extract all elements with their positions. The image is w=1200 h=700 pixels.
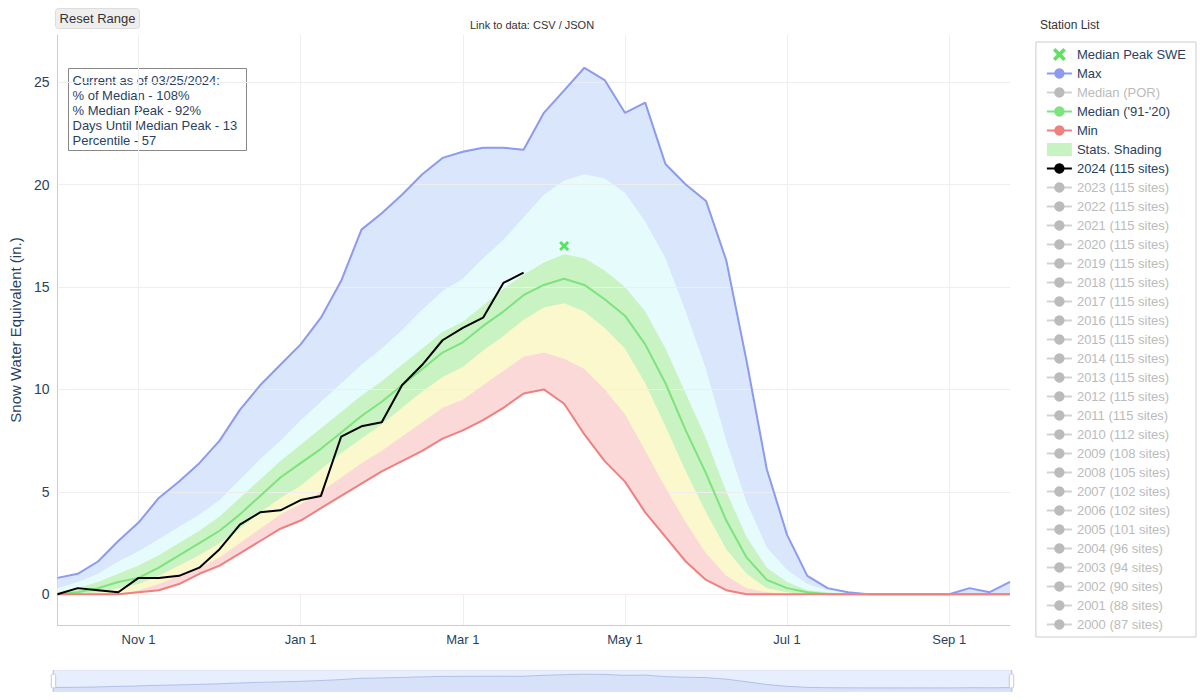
svg-text:Min: Min — [1077, 123, 1098, 138]
svg-text:2015 (115 sites): 2015 (115 sites) — [1077, 332, 1169, 347]
svg-text:2009 (108 sites): 2009 (108 sites) — [1077, 446, 1170, 461]
svg-text:5: 5 — [42, 484, 50, 500]
svg-text:2013 (115 sites): 2013 (115 sites) — [1077, 370, 1169, 385]
svg-text:15: 15 — [34, 279, 50, 295]
svg-text:Station List: Station List — [1040, 18, 1100, 32]
svg-text:Median (POR): Median (POR) — [1077, 85, 1160, 100]
svg-text:2011 (115 sites): 2011 (115 sites) — [1077, 408, 1168, 423]
svg-text:Percentile - 57: Percentile - 57 — [73, 133, 157, 148]
svg-text:Days Until Median Peak - 13: Days Until Median Peak - 13 — [73, 118, 238, 133]
svg-text:Current as of 03/25/2024:: Current as of 03/25/2024: — [73, 73, 220, 88]
svg-text:2020 (115 sites): 2020 (115 sites) — [1077, 237, 1169, 252]
svg-text:25: 25 — [34, 74, 50, 90]
svg-text:2012 (115 sites): 2012 (115 sites) — [1077, 389, 1169, 404]
svg-text:2002 (90 sites): 2002 (90 sites) — [1077, 579, 1163, 594]
svg-text:2007 (102 sites): 2007 (102 sites) — [1077, 484, 1170, 499]
svg-text:2024 (115 sites): 2024 (115 sites) — [1077, 161, 1169, 176]
svg-text:2010 (112 sites): 2010 (112 sites) — [1077, 427, 1169, 442]
svg-text:Max: Max — [1077, 66, 1102, 81]
svg-text:2005 (101 sites): 2005 (101 sites) — [1077, 522, 1170, 537]
svg-text:% Median Peak - 92%: % Median Peak - 92% — [73, 103, 202, 118]
svg-text:2014 (115 sites): 2014 (115 sites) — [1077, 351, 1169, 366]
svg-text:Median ('91-'20): Median ('91-'20) — [1077, 104, 1170, 119]
svg-text:Mar 1: Mar 1 — [446, 632, 479, 647]
svg-text:Link to data: CSV / JSON: Link to data: CSV / JSON — [470, 19, 594, 31]
svg-text:2016 (115 sites): 2016 (115 sites) — [1077, 313, 1169, 328]
svg-text:10: 10 — [34, 381, 50, 397]
svg-text:Median Peak SWE: Median Peak SWE — [1077, 47, 1186, 62]
svg-text:% of Median - 108%: % of Median - 108% — [73, 88, 191, 103]
svg-text:2008 (105 sites): 2008 (105 sites) — [1077, 465, 1170, 480]
svg-text:Snow Water Equivalent (in.): Snow Water Equivalent (in.) — [7, 237, 24, 422]
svg-text:Jan 1: Jan 1 — [285, 632, 317, 647]
svg-text:Sep 1: Sep 1 — [932, 632, 966, 647]
svg-text:20: 20 — [34, 177, 50, 193]
svg-text:2022 (115 sites): 2022 (115 sites) — [1077, 199, 1169, 214]
svg-text:2000 (87 sites): 2000 (87 sites) — [1077, 617, 1163, 632]
svg-text:2006 (102 sites): 2006 (102 sites) — [1077, 503, 1170, 518]
svg-text:2021 (115 sites): 2021 (115 sites) — [1077, 218, 1169, 233]
svg-text:Jul 1: Jul 1 — [773, 632, 800, 647]
svg-text:2019 (115 sites): 2019 (115 sites) — [1077, 256, 1169, 271]
svg-text:2003 (94 sites): 2003 (94 sites) — [1077, 560, 1163, 575]
svg-text:0: 0 — [42, 586, 50, 602]
svg-text:2001 (88 sites): 2001 (88 sites) — [1077, 598, 1163, 613]
svg-text:Stats. Shading: Stats. Shading — [1077, 142, 1162, 157]
svg-text:2018 (115 sites): 2018 (115 sites) — [1077, 275, 1169, 290]
svg-text:May 1: May 1 — [607, 632, 642, 647]
svg-text:2004 (96 sites): 2004 (96 sites) — [1077, 541, 1163, 556]
svg-text:2017 (115 sites): 2017 (115 sites) — [1077, 294, 1169, 309]
svg-text:Reset Range: Reset Range — [60, 11, 136, 26]
svg-text:2023 (115 sites): 2023 (115 sites) — [1077, 180, 1169, 195]
svg-text:Nov 1: Nov 1 — [122, 632, 156, 647]
